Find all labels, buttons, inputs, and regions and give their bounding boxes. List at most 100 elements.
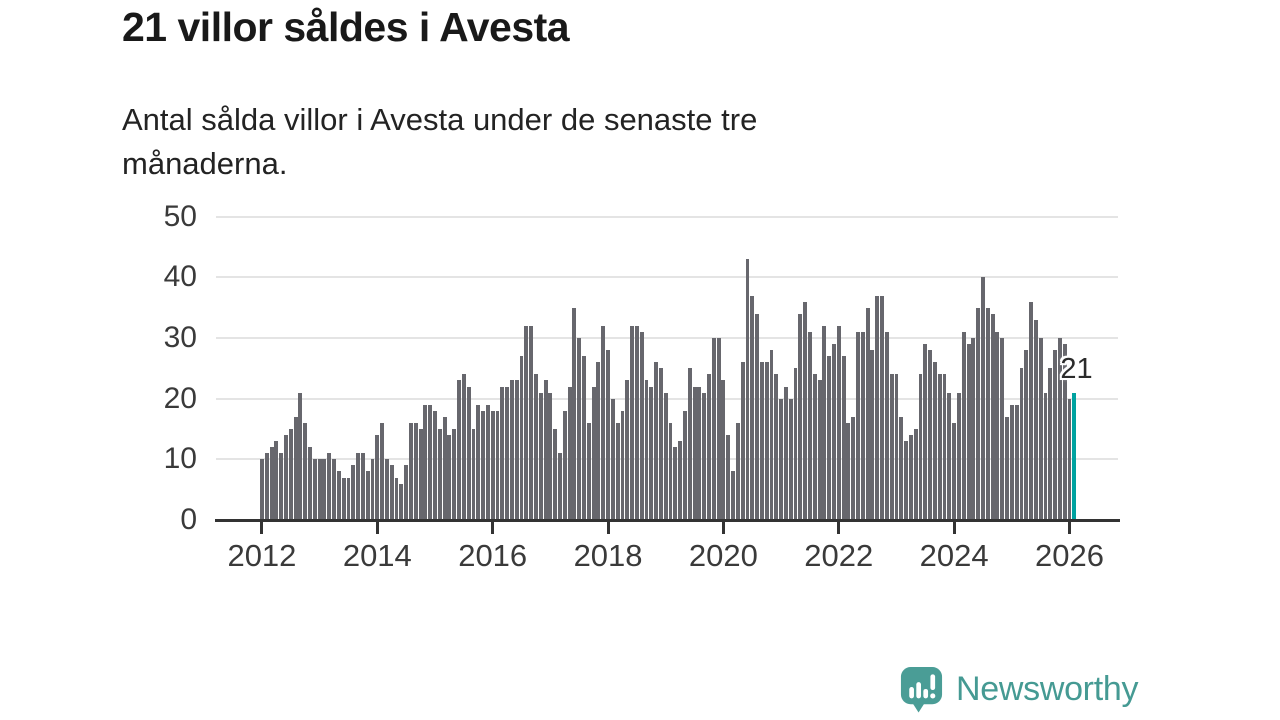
bar bbox=[409, 422, 413, 520]
x-axis-line bbox=[215, 518, 1120, 522]
bar bbox=[457, 380, 461, 520]
gridline-y-50 bbox=[216, 215, 1118, 218]
bar bbox=[596, 362, 601, 520]
bar bbox=[985, 307, 990, 520]
x-axis-label-2024: 2024 bbox=[919, 538, 989, 573]
bar bbox=[846, 422, 851, 520]
bar bbox=[634, 325, 639, 520]
bar bbox=[692, 386, 697, 520]
bar bbox=[260, 459, 264, 520]
x-axis-tick-2026 bbox=[1068, 522, 1072, 534]
bar bbox=[519, 356, 524, 520]
bar bbox=[649, 386, 654, 520]
bar bbox=[779, 398, 784, 520]
x-axis-label-2026: 2026 bbox=[1035, 538, 1104, 573]
bar bbox=[610, 398, 615, 520]
bar bbox=[1014, 404, 1019, 520]
bar bbox=[673, 447, 678, 520]
bar bbox=[351, 465, 356, 520]
bar bbox=[404, 465, 409, 520]
bar bbox=[908, 435, 913, 520]
bar bbox=[745, 259, 750, 520]
bar bbox=[399, 483, 404, 520]
bar bbox=[1038, 338, 1043, 520]
bar bbox=[928, 350, 933, 520]
bar bbox=[683, 410, 687, 520]
bar bbox=[577, 338, 582, 520]
bar bbox=[389, 465, 394, 520]
gridline-y-30 bbox=[216, 337, 1118, 340]
bar bbox=[812, 374, 817, 520]
bar bbox=[995, 331, 1000, 520]
bar bbox=[279, 453, 284, 520]
x-axis-label-2016: 2016 bbox=[458, 538, 528, 573]
bar bbox=[356, 453, 361, 520]
last-value-annotation: 21 bbox=[1060, 352, 1093, 385]
bar bbox=[1005, 416, 1009, 520]
bar bbox=[341, 477, 346, 520]
x-axis-tick-2018 bbox=[606, 522, 610, 534]
bar bbox=[514, 380, 519, 520]
bar bbox=[961, 331, 966, 520]
bar bbox=[716, 338, 721, 520]
bar bbox=[298, 392, 303, 520]
y-axis-label-50: 50 bbox=[163, 199, 197, 233]
bar bbox=[711, 338, 716, 520]
bar bbox=[1009, 404, 1014, 520]
bar bbox=[572, 307, 577, 520]
bar bbox=[476, 404, 481, 520]
gridline-y-40 bbox=[216, 276, 1118, 279]
bar bbox=[264, 453, 269, 520]
x-axis-label-2012: 2012 bbox=[227, 538, 297, 573]
y-axis-label-40: 40 bbox=[163, 260, 197, 294]
highlighted-bar bbox=[1072, 392, 1077, 520]
bar bbox=[889, 374, 894, 520]
bar bbox=[630, 325, 635, 520]
bar bbox=[284, 435, 288, 520]
y-axis-label-10: 10 bbox=[163, 442, 197, 476]
bar bbox=[1057, 338, 1062, 520]
bar bbox=[428, 404, 433, 520]
bar bbox=[375, 435, 380, 520]
chart-subtitle: Antal sålda villor i Avesta under de sen… bbox=[122, 102, 758, 182]
bar bbox=[697, 386, 702, 520]
bar bbox=[433, 410, 437, 520]
bar bbox=[832, 344, 836, 520]
bar bbox=[293, 416, 298, 520]
bar bbox=[380, 422, 385, 520]
bar bbox=[418, 429, 423, 520]
x-axis-tick-2014 bbox=[375, 522, 379, 534]
bar bbox=[529, 325, 534, 520]
bar bbox=[322, 459, 327, 520]
bar bbox=[1029, 301, 1033, 520]
bar bbox=[932, 362, 937, 520]
bar bbox=[1024, 350, 1029, 520]
bar bbox=[788, 398, 793, 520]
bar bbox=[851, 416, 856, 520]
bar bbox=[769, 350, 774, 520]
bar bbox=[865, 307, 870, 520]
bar bbox=[913, 429, 918, 520]
bar bbox=[990, 313, 995, 520]
bar bbox=[442, 416, 447, 520]
bar bbox=[370, 459, 375, 520]
bar bbox=[740, 362, 745, 520]
bar bbox=[582, 356, 586, 520]
bar bbox=[505, 386, 510, 520]
bar bbox=[827, 356, 832, 520]
bar bbox=[755, 313, 759, 520]
bar bbox=[509, 380, 514, 520]
x-axis-tick-2016 bbox=[491, 522, 495, 534]
bar bbox=[750, 295, 755, 520]
bar bbox=[721, 380, 726, 520]
bar bbox=[562, 410, 567, 520]
bar bbox=[1062, 344, 1067, 520]
y-axis-label-20: 20 bbox=[163, 381, 197, 415]
bar bbox=[860, 331, 865, 520]
bar bbox=[1053, 350, 1058, 520]
bar bbox=[360, 453, 365, 520]
y-axis-label-30: 30 bbox=[163, 321, 197, 355]
bar bbox=[625, 380, 630, 520]
bar bbox=[303, 422, 308, 520]
x-axis-tick-2024 bbox=[952, 522, 956, 534]
